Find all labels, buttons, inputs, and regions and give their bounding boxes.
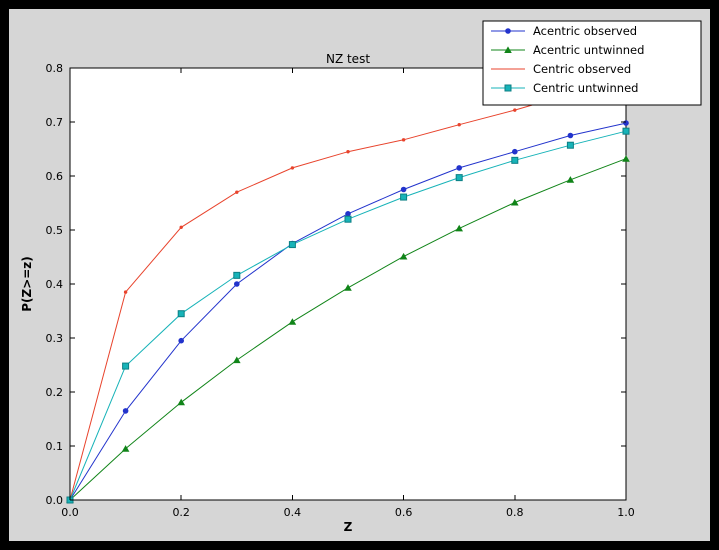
marker-circle [122,408,129,414]
y-tick-label: 0.8 [46,62,64,75]
marker-circle [345,211,351,217]
marker-triangle [511,198,519,206]
marker-triangle [121,445,130,452]
y-axis-label: P(Z>=z) [20,256,34,312]
x-tick-label: 1.0 [617,506,635,519]
marker-dot [346,150,350,154]
marker-triangle [288,318,297,325]
marker-square [233,271,241,279]
legend-item-centric-observed: Centric observed [491,62,631,76]
x-tick-label: 0.6 [395,506,413,519]
series-markers-acentric-observed [67,120,629,503]
marker-circle [512,148,518,155]
y-tick-label: 0.1 [46,440,64,453]
y-tick-label: 0.7 [46,116,64,129]
chart-title: NZ test [325,52,371,66]
marker-triangle [455,224,463,232]
marker-circle [400,186,407,193]
legend: Acentric observed Acentric untwinned Centr… [482,20,702,106]
figure-canvas: 0.0 0.2 0.4 0.6 0.8 1.0 0.0 0.1 0.2 0.3 0.4 0.5 0.6 0… [9,9,710,541]
marker-circle [178,337,184,344]
marker-square [455,174,463,182]
marker-triangle [233,356,241,364]
x-tick-label: 0.8 [506,506,524,519]
series-markers-acentric-untwinned [66,155,630,503]
marker-triangle [566,176,575,183]
y-tick-label: 0.0 [46,494,64,507]
marker-dot [179,225,183,229]
legend-label: Acentric observed [533,24,637,38]
marker-circle [234,281,240,287]
marker-square [400,193,408,201]
axis-tick-labels: 0.0 0.2 0.4 0.6 0.8 1.0 0.0 0.1 0.2 0.3 0.4 0.5 0.6 0… [46,62,635,519]
marker-square [511,156,519,164]
legend-item-centric-untwinned: Centric untwinned [491,81,638,95]
marker-square [344,215,352,223]
marker-circle [505,28,511,34]
y-tick-label: 0.5 [46,224,64,237]
plot-svg: 0.0 0.2 0.4 0.6 0.8 1.0 0.0 0.1 0.2 0.3 0.4 0.5 0.6 0… [46,20,702,519]
y-tick-label: 0.4 [46,278,64,291]
marker-dot [290,166,295,170]
marker-circle [456,165,463,171]
marker-circle [567,132,574,139]
marker-triangle [344,284,352,291]
legend-box [482,20,702,106]
marker-square [504,84,512,92]
y-tick-label: 0.6 [46,170,64,183]
legend-label: Centric observed [533,62,631,76]
marker-square [288,241,296,249]
marker-triangle [504,46,512,53]
marker-dot [513,108,517,112]
legend-item-acentric-observed: Acentric observed [491,24,637,38]
legend-label: Centric untwinned [533,81,638,95]
x-tick-label: 0.2 [172,506,190,519]
marker-dot [123,290,128,294]
x-tick-label: 0.0 [61,506,79,519]
marker-square [122,362,130,370]
legend-item-acentric-untwinned: Acentric untwinned [491,43,644,57]
legend-label: Acentric untwinned [533,43,644,57]
axis-ticks [69,67,627,501]
marker-triangle [399,252,408,260]
y-tick-label: 0.3 [46,332,64,345]
marker-triangle [622,155,630,162]
marker-dot [235,190,239,194]
marker-square [177,310,185,318]
marker-square [622,127,630,135]
marker-dot [457,123,461,127]
y-tick-label: 0.2 [46,386,64,399]
marker-square [566,141,574,149]
axes-frame [69,67,627,501]
marker-circle [623,120,629,126]
x-axis-label: Z [343,520,353,534]
marker-dot [401,138,406,142]
x-tick-label: 0.4 [284,506,302,519]
marker-triangle [177,398,185,406]
